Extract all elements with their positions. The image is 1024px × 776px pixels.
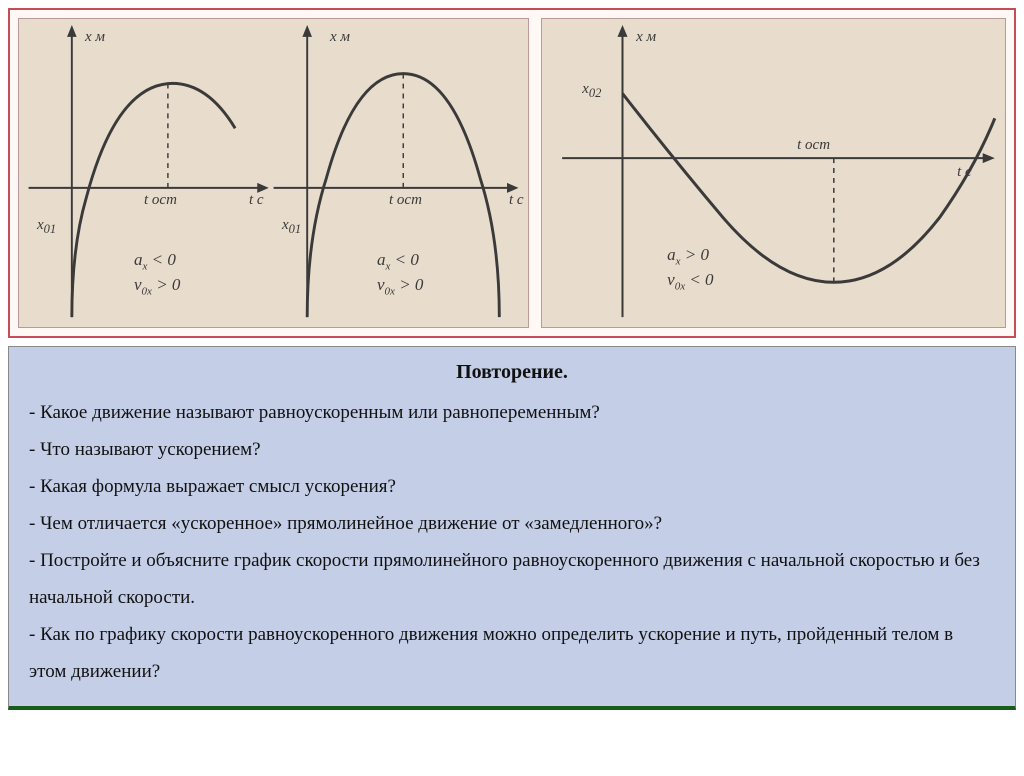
x0-a: x01 <box>37 217 56 237</box>
graph-panel-right: x м t c t ост x02 ax > 0v0x < 0 <box>541 18 1006 328</box>
ylabel-r: x м <box>636 29 656 46</box>
x0-b: x01 <box>282 217 301 237</box>
xlabel-a: t c <box>249 192 264 209</box>
tost-b: t ост <box>389 192 422 209</box>
cond-b: ax < 0v0x > 0 <box>377 249 423 299</box>
graph-left-svg <box>19 19 528 327</box>
ylabel-a: x м <box>85 29 105 46</box>
cond-a: ax < 0v0x > 0 <box>134 249 180 299</box>
xlabel-r: t c <box>957 164 972 181</box>
x0-r: x02 <box>582 81 601 101</box>
xlabel-b: t c <box>509 192 524 209</box>
graph-right-svg <box>542 19 1005 327</box>
review-questions: - Какое движение называют равноускоренны… <box>29 394 995 690</box>
review-question: - Постройте и объясните график скорости … <box>29 542 995 616</box>
review-question: - Что называют ускорением? <box>29 431 995 468</box>
tost-a: t ост <box>144 192 177 209</box>
ylabel-b: x м <box>330 29 350 46</box>
review-question: - Чем отличается «ускоренное» прямолиней… <box>29 505 995 542</box>
cond-r: ax > 0v0x < 0 <box>667 244 713 294</box>
graph-panel-left: x м t c t ост x01 ax < 0v0x > 0 x м t c … <box>18 18 529 328</box>
review-question: - Какая формула выражает смысл ускорения… <box>29 468 995 505</box>
review-question: - Какое движение называют равноускоренны… <box>29 394 995 431</box>
graphs-container: x м t c t ост x01 ax < 0v0x > 0 x м t c … <box>8 8 1016 338</box>
review-question: - Как по графику скорости равноускоренно… <box>29 616 995 690</box>
review-panel: Повторение. - Какое движение называют ра… <box>8 346 1016 710</box>
tost-r: t ост <box>797 137 830 154</box>
review-title: Повторение. <box>29 361 995 384</box>
